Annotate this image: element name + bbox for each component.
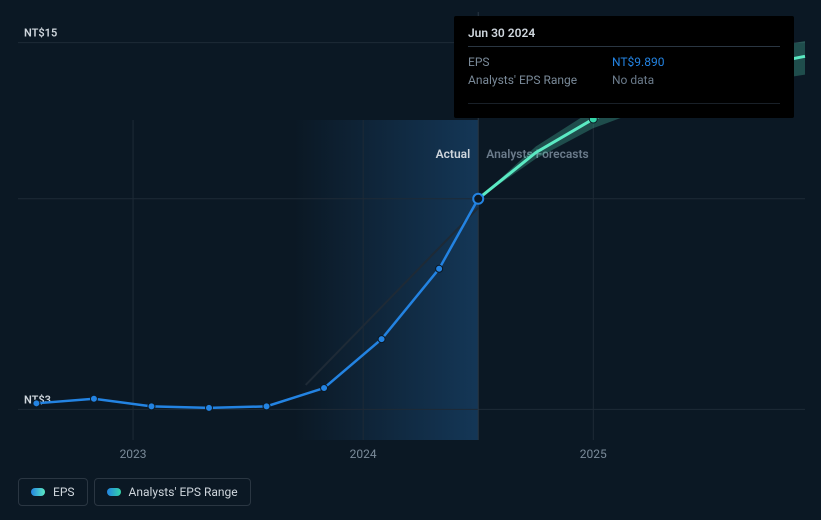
legend-label: EPS <box>53 485 75 499</box>
tooltip-separator <box>468 103 780 104</box>
tooltip-row-value: No data <box>612 71 654 89</box>
legend-label: Analysts' EPS Range <box>129 485 238 499</box>
tooltip-date: Jun 30 2024 <box>468 26 780 47</box>
legend-swatch <box>31 488 45 496</box>
tooltip-row: EPS NT$9.890 <box>468 53 780 71</box>
tooltip-row-value: NT$9.890 <box>612 53 664 71</box>
eps-marker <box>378 336 385 343</box>
x-axis-label: 2025 <box>580 447 607 461</box>
chart-tooltip: Jun 30 2024 EPSNT$9.890Analysts' EPS Ran… <box>454 16 794 118</box>
crosshair-marker <box>473 194 483 204</box>
eps-marker <box>90 395 97 402</box>
tooltip-row: Analysts' EPS Range No data <box>468 71 780 89</box>
eps-marker <box>436 265 443 272</box>
eps-marker <box>148 403 155 410</box>
eps-chart: NT$3NT$15202320242025ActualAnalysts Fore… <box>0 0 821 520</box>
tooltip-row-label: EPS <box>468 53 588 71</box>
legend-swatch <box>107 488 121 496</box>
x-axis-label: 2023 <box>120 447 147 461</box>
eps-marker <box>321 385 328 392</box>
tooltip-row-label: Analysts' EPS Range <box>468 71 588 89</box>
actual-label: Actual <box>436 147 471 161</box>
eps-marker <box>33 400 40 407</box>
eps-marker <box>263 403 270 410</box>
legend-item[interactable]: Analysts' EPS Range <box>94 478 251 506</box>
eps-marker <box>205 404 212 411</box>
x-axis-label: 2024 <box>350 447 377 461</box>
y-axis-label: NT$15 <box>24 27 57 40</box>
chart-legend: EPS Analysts' EPS Range <box>18 478 251 506</box>
legend-item[interactable]: EPS <box>18 478 88 506</box>
